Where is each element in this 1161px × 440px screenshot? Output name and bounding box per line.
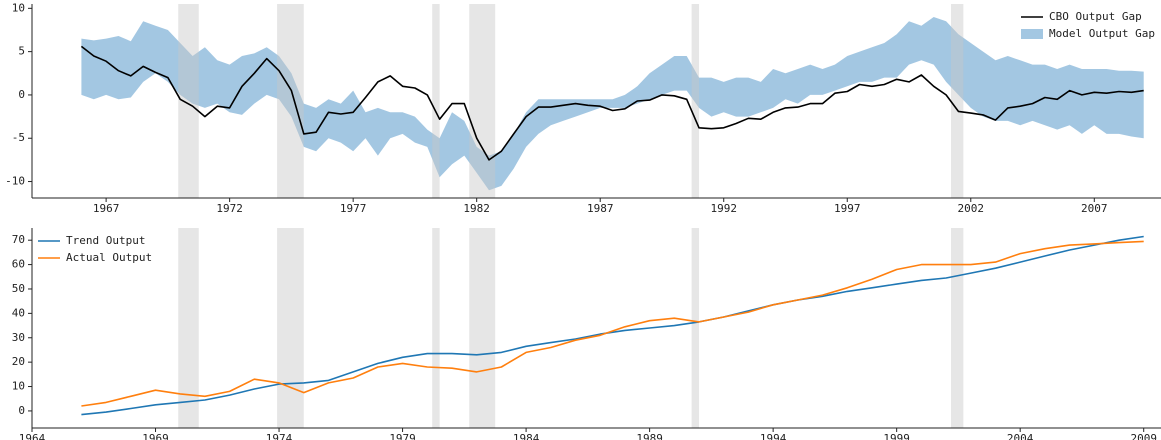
- line-layer: [80, 45, 1144, 161]
- y-tick-label: 30: [12, 331, 25, 344]
- recession-span: [432, 228, 440, 428]
- x-tick-label: 2002: [958, 202, 985, 215]
- x-tick-label: 1997: [834, 202, 861, 215]
- recession-span: [178, 4, 199, 198]
- recession-span: [469, 228, 496, 428]
- x-tick-label: 1964: [19, 432, 46, 440]
- recession-span: [691, 228, 700, 428]
- series-band: [81, 17, 1144, 191]
- recession-span: [178, 228, 199, 428]
- x-tick-label: 1989: [636, 432, 663, 440]
- y-tick-label: 5: [18, 45, 25, 58]
- legend-label: Model Output Gap: [1049, 27, 1155, 40]
- x-tick-label: 1987: [587, 202, 614, 215]
- x-tick-label: 1967: [93, 202, 120, 215]
- x-tick-label: 1999: [883, 432, 910, 440]
- subplot: -10 -5 0 5 10 1967 1972 1977 1982 1987 1992 1997 200…: [5, 1, 1161, 215]
- x-tick-label: 1977: [340, 202, 367, 215]
- x-tick-label: 1992: [710, 202, 737, 215]
- x-tick-label: 2009: [1130, 432, 1157, 440]
- x-tick-label: 1972: [216, 202, 243, 215]
- x-tick-label: 1982: [463, 202, 490, 215]
- shading-layer: [178, 4, 964, 198]
- x-tick-label: 2007: [1081, 202, 1108, 215]
- legend-label: Actual Output: [66, 251, 152, 264]
- y-tick-label: 50: [12, 282, 25, 295]
- y-tick-label: -10: [5, 175, 25, 188]
- y-tick-label: 40: [12, 306, 25, 319]
- recession-span: [469, 4, 496, 198]
- series-line: [81, 240, 1144, 407]
- recession-span: [951, 4, 964, 198]
- legend-swatch: [1021, 29, 1043, 39]
- x-tick-label: 2004: [1007, 432, 1034, 440]
- y-tick-label: 10: [12, 1, 25, 14]
- series-line: [81, 235, 1144, 416]
- x-tick-label: 1969: [142, 432, 169, 440]
- subplot: 0 10 20 30 40 50 60 70 1964 1969 1974 1979 1984 1989 1…: [12, 228, 1161, 440]
- recession-span: [691, 4, 700, 198]
- legend-label: Trend Output: [66, 234, 145, 247]
- y-tick-label: 0: [18, 88, 25, 101]
- line-layer: [81, 235, 1144, 416]
- x-tick-label: 1974: [266, 432, 293, 440]
- x-tick-label: 1979: [389, 432, 416, 440]
- y-tick-label: 60: [12, 258, 25, 271]
- shading-layer: [178, 228, 964, 428]
- recession-span: [277, 4, 304, 198]
- recession-span: [951, 228, 964, 428]
- y-tick-label: 10: [12, 380, 25, 393]
- plot-area: [81, 17, 1144, 191]
- y-tick-label: 20: [12, 355, 25, 368]
- y-tick-label: 0: [18, 404, 25, 417]
- legend-label: CBO Output Gap: [1049, 10, 1142, 23]
- legend: Trend Output Actual Output: [38, 234, 152, 264]
- y-tick-label: -5: [12, 131, 25, 144]
- x-tick-label: 1994: [760, 432, 787, 440]
- legend: CBO Output Gap Model Output Gap: [1021, 10, 1155, 40]
- x-tick-label: 1984: [513, 432, 540, 440]
- recession-span: [432, 4, 440, 198]
- recession-span: [277, 228, 304, 428]
- series-line: [80, 45, 1144, 161]
- y-tick-label: 70: [12, 233, 25, 246]
